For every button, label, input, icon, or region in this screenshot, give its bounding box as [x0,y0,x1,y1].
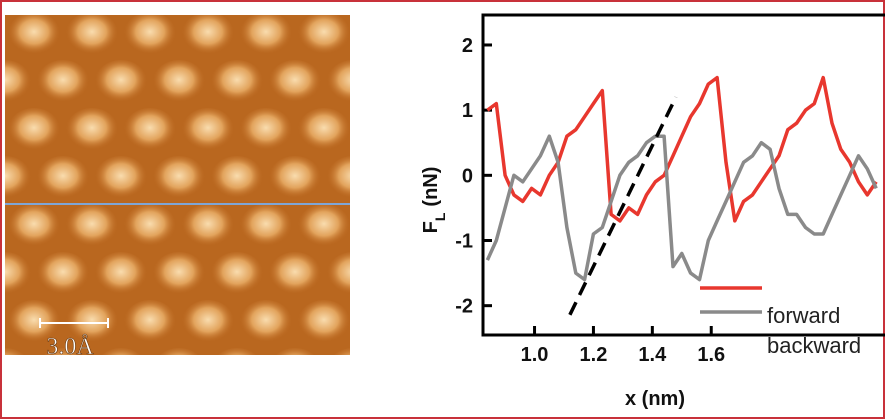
x-tick-label: 1.6 [697,344,725,366]
x-axis-label: x (nm) [625,388,685,410]
scale-bar-label: 3.0Å [46,334,94,360]
guide-line [568,96,678,316]
legend-label: backward [767,333,861,358]
axis-frame [481,13,885,337]
y-tick-label: -2 [455,296,473,318]
y-axis-label-main: F [420,221,442,233]
afm-image: 3.0Å [5,15,350,360]
x-tick-label: 1.0 [521,344,549,366]
scale-bar [39,318,109,328]
y-axis-label-unit: (nN) [420,167,442,207]
y-tick-label: 2 [462,35,473,57]
y-axis-label-sub: L [432,212,448,221]
y-tick-label: -1 [455,230,473,252]
x-tick-label: 1.2 [580,344,608,366]
data-line [485,134,878,282]
afm-lattice [5,15,350,355]
legend-label: forward [767,303,840,328]
x-tick-label: 1.4 [638,344,667,366]
y-tick-label: 1 [462,100,473,122]
y-axis-label: FL (nN) [420,167,448,234]
data-line [486,75,878,223]
y-tick-label: 0 [462,165,473,187]
